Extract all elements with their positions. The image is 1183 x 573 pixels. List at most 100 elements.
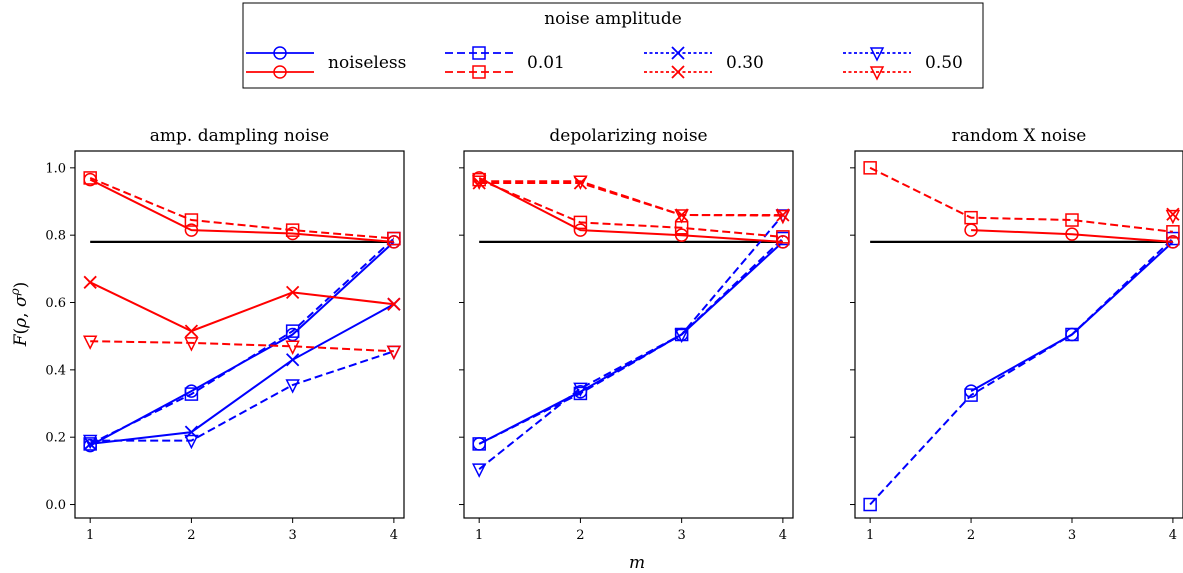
data-point [776, 208, 790, 222]
series-line [478, 237, 784, 445]
x-tick-label: 1 [86, 528, 94, 543]
data-point [675, 208, 689, 222]
x-tick-label: 2 [576, 528, 584, 543]
x-tick-label: 1 [866, 528, 874, 543]
data-point [573, 215, 588, 230]
legend-entry-0: noiseless [246, 46, 406, 79]
data-point [184, 387, 199, 401]
data-point [573, 223, 588, 237]
series-line [971, 229, 1173, 243]
legend-title: noise amplitude [544, 9, 682, 29]
data-point [472, 437, 486, 451]
data-point [387, 231, 401, 246]
x-tick-label: 3 [678, 528, 686, 543]
data-point [472, 437, 486, 451]
data-point [1166, 235, 1180, 249]
legend-label: 0.01 [527, 53, 565, 73]
x-tick-label: 1 [475, 528, 483, 543]
data-point [674, 328, 689, 344]
x-axis-label: m [629, 553, 645, 573]
series-5 [1165, 209, 1181, 225]
data-point [1065, 327, 1079, 342]
data-point [285, 223, 300, 237]
y-tick-label: 0.2 [45, 431, 66, 446]
axes-frame [854, 150, 1183, 519]
x-tick-label: 4 [1169, 528, 1177, 543]
series-4 [83, 172, 401, 249]
series-line [89, 237, 395, 445]
data-point [472, 176, 486, 190]
series-1 [472, 231, 790, 451]
legend-marker-x [671, 65, 685, 79]
data-point [83, 275, 97, 289]
data-point [472, 172, 486, 187]
legend-marker-triangle-down [869, 66, 885, 81]
series-line [478, 241, 784, 445]
x-tick-label: 3 [289, 528, 297, 543]
data-point [184, 223, 199, 237]
data-point [674, 228, 689, 242]
data-point [775, 209, 791, 225]
panel-title: amp. dampling noise [150, 126, 329, 146]
series-6 [472, 176, 790, 222]
legend-entry-1: 0.01 [445, 46, 565, 79]
x-tick-label: 2 [187, 528, 195, 543]
legend-marker-square [472, 65, 486, 79]
series-2 [471, 209, 791, 478]
data-point [285, 324, 300, 338]
series-7 [82, 335, 402, 361]
x-tick-label: 4 [390, 528, 398, 543]
series-line [89, 176, 394, 240]
data-point [1165, 209, 1181, 225]
series-0 [964, 235, 1180, 398]
data-point [82, 335, 98, 350]
series-5 [83, 171, 401, 246]
y-tick-label: 1.0 [45, 161, 66, 176]
legend-label: 0.50 [925, 53, 963, 73]
series-line [478, 177, 783, 243]
legend-marker-circle [273, 46, 287, 60]
data-point [83, 171, 97, 185]
data-point [1166, 225, 1180, 239]
legend-marker-square [472, 46, 486, 60]
data-point [471, 463, 487, 478]
data-point [776, 230, 790, 244]
data-point [863, 161, 877, 175]
panel-1: depolarizing noise 1 2 3 4 [459, 126, 794, 543]
series-6 [83, 275, 401, 338]
series-2 [964, 223, 1180, 249]
data-point [285, 379, 300, 394]
data-point [863, 497, 877, 512]
data-point [1065, 227, 1079, 241]
data-point [286, 285, 300, 300]
series-line [89, 178, 394, 243]
legend: noise amplitude noiseless 0.01 0.30 0.50 [242, 2, 984, 89]
series-line [869, 237, 1174, 506]
data-point [82, 434, 98, 450]
series-line [90, 350, 395, 442]
data-point [1065, 213, 1079, 227]
y-tick-label: 0.0 [45, 498, 66, 513]
series-line [478, 214, 784, 470]
legend-marker-triangle-down [869, 47, 885, 62]
x-tick-label: 2 [967, 528, 975, 543]
legend-marker-circle [273, 65, 287, 79]
legend-frame [242, 2, 984, 89]
data-point [184, 324, 199, 338]
data-point [184, 337, 199, 352]
legend-label: 0.30 [726, 53, 764, 73]
series-line [869, 166, 1174, 233]
data-point [573, 176, 588, 190]
series-line [90, 340, 394, 353]
data-point [387, 297, 401, 311]
data-point [286, 353, 300, 367]
data-point [184, 434, 199, 450]
panel-2: random X noise 1 2 3 4 [850, 126, 1183, 543]
x-tick-label: 4 [779, 528, 787, 543]
legend-entry-2: 0.30 [644, 46, 764, 79]
series-line [479, 182, 783, 216]
x-tick-label: 3 [1068, 528, 1076, 543]
series-3 [863, 161, 1180, 239]
panel-title: random X noise [952, 126, 1087, 146]
